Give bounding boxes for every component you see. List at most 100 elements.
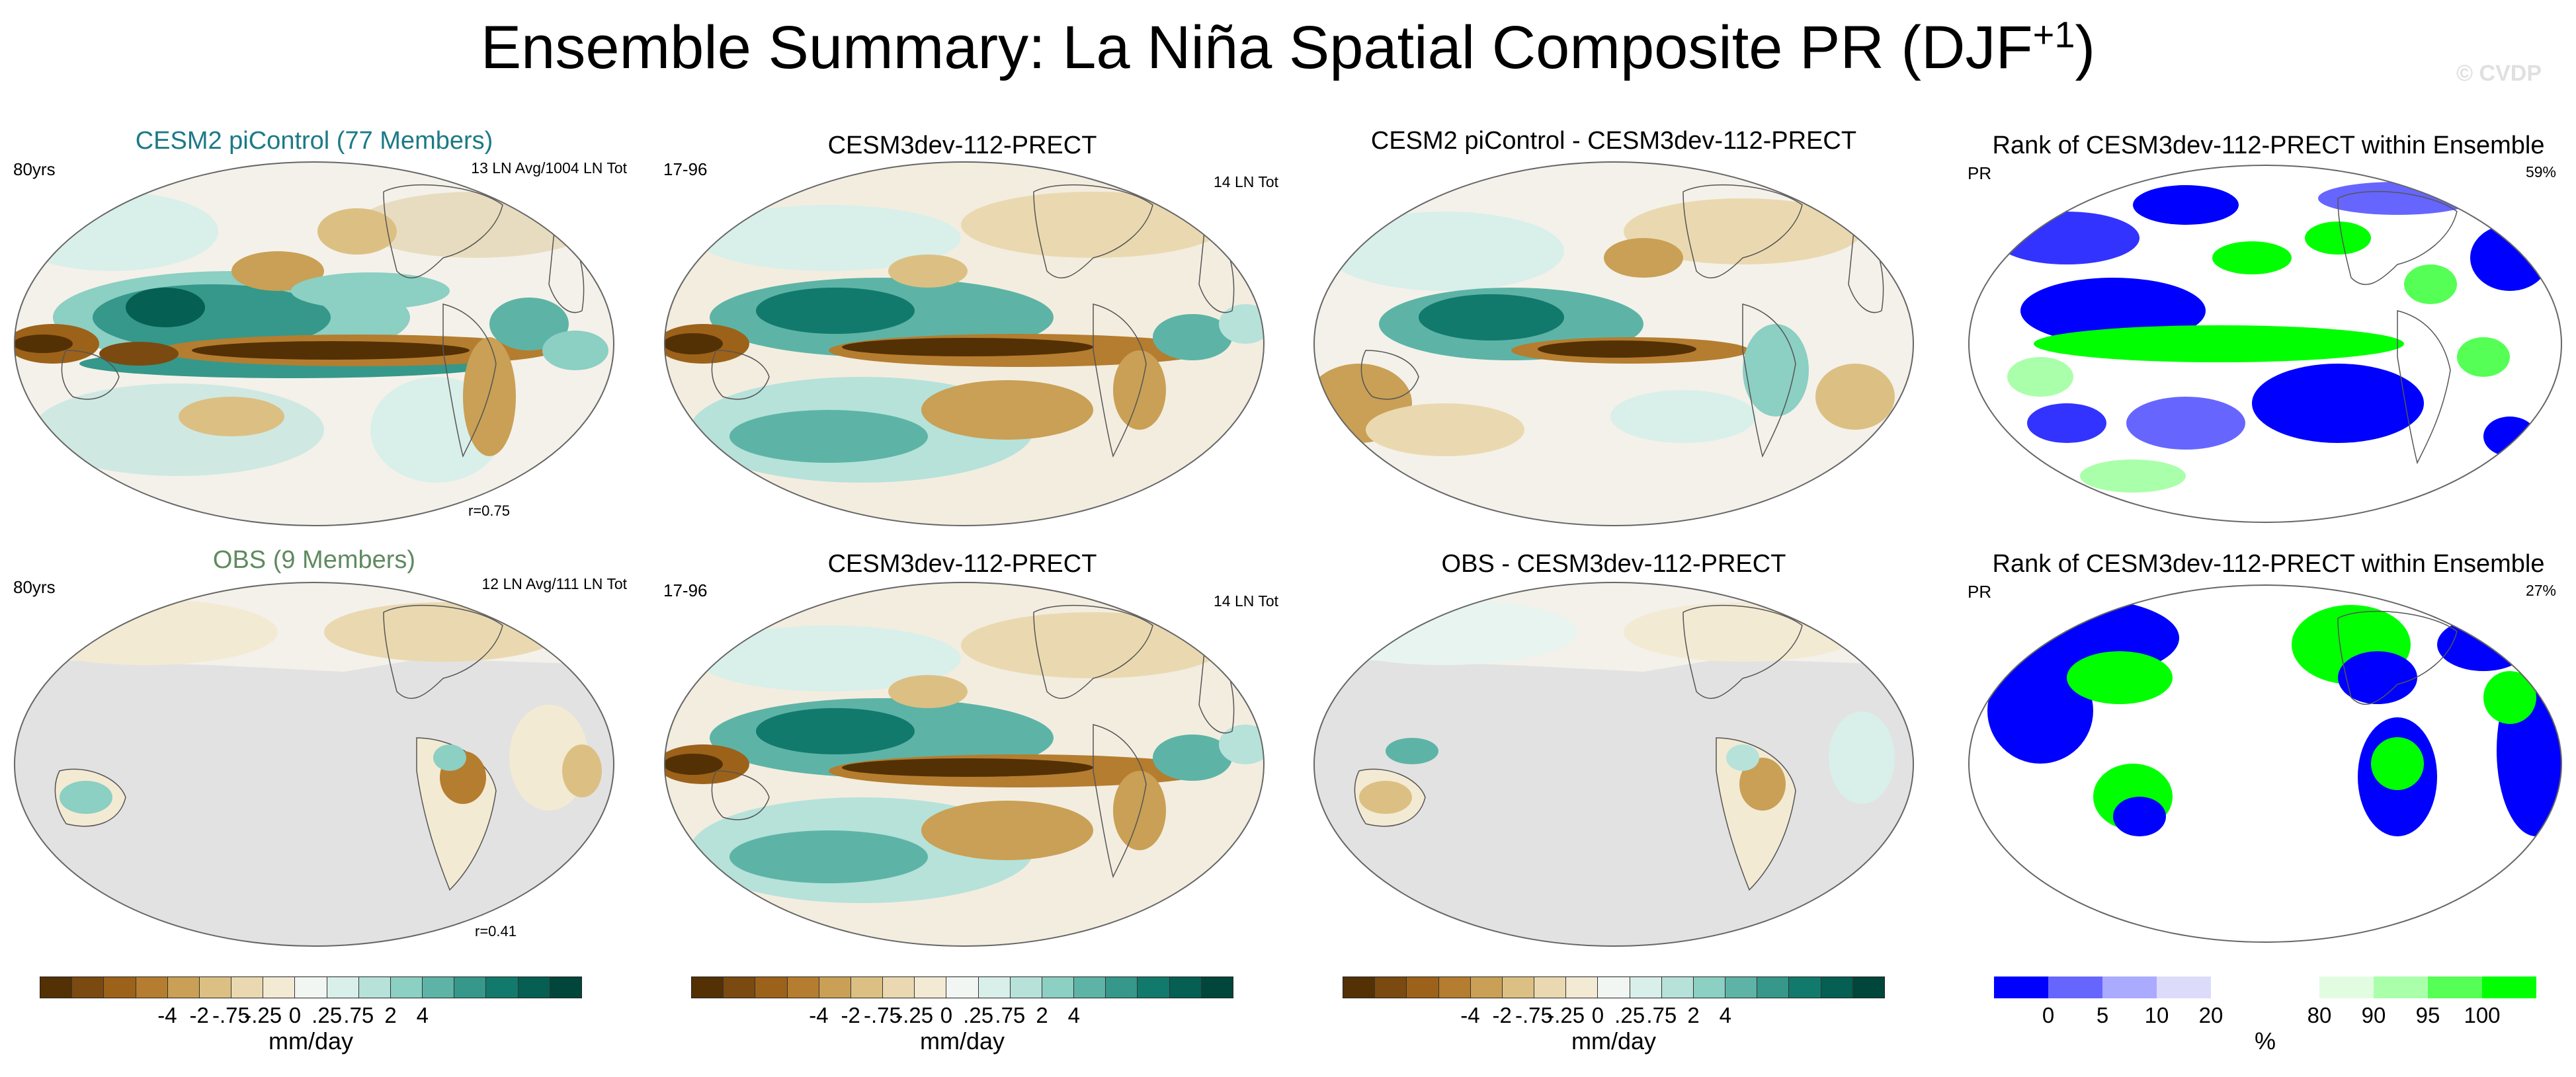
colorbar-swatch <box>1073 977 1106 998</box>
colorbar-swatch <box>1137 977 1169 998</box>
colorbar-swatch <box>2428 977 2482 998</box>
colorbar-swatch <box>2157 977 2211 998</box>
colorbar-swatch <box>1629 977 1661 998</box>
colorbar-1-label: mm/day <box>268 1027 354 1055</box>
colorbar-swatch <box>755 977 787 998</box>
colorbar-1-ticks: -4 -2 -.75 -.25 0 .25.75 2 4 <box>40 1003 582 1029</box>
colorbar-2-strip <box>691 977 1233 998</box>
panel2-count: 14 LN Tot <box>1213 173 1278 190</box>
colorbar-swatch <box>40 977 72 998</box>
map-panel6 <box>664 582 1265 947</box>
colorbar-3-ticks: -4 -2 -.75 -.25 0 .25.75 2 4 <box>1343 1003 1885 1029</box>
colorbar-tick-label: 0 <box>2042 1003 2055 1027</box>
colorbar-swatch <box>850 977 883 998</box>
panel4-variable: PR <box>1968 163 1992 183</box>
panel1-years: 80yrs <box>13 159 56 179</box>
colorbar-tick-label: 80 <box>2307 1003 2332 1027</box>
colorbar-swatch <box>1994 977 2048 998</box>
colorbar-2-label: mm/day <box>919 1027 1005 1055</box>
colorbar-tick-label: 4 <box>1067 1003 1080 1027</box>
watermark: © CVDP <box>2456 61 2542 86</box>
panel1-count: 13 LN Avg/1004 LN Tot <box>471 159 627 177</box>
colorbar-swatch <box>1470 977 1502 998</box>
colorbar-swatch <box>1406 977 1438 998</box>
panel8-title: Rank of CESM3dev-112-PRECT within Ensemb… <box>1992 550 2545 578</box>
colorbar-swatch <box>2374 977 2428 998</box>
colorbar-swatch <box>723 977 755 998</box>
colorbar-swatch <box>485 977 518 998</box>
colorbar-tick-label: .25 <box>963 1003 994 1027</box>
colorbar-swatch <box>1501 977 1534 998</box>
colorbar-3-strip <box>1343 977 1885 998</box>
colorbar-swatch <box>1852 977 1884 998</box>
colorbar-swatch <box>1105 977 1138 998</box>
colorbar-tick-label: 4 <box>1719 1003 1731 1027</box>
colorbar-tick-label: .25 <box>1614 1003 1645 1027</box>
colorbar-tick-label: -4 <box>157 1003 177 1027</box>
colorbar-1-strip <box>40 977 582 998</box>
colorbar-tick-label: -.25 <box>244 1003 282 1027</box>
colorbar-tick-label: 100 <box>2464 1003 2501 1027</box>
panel6-title: CESM3dev-112-PRECT <box>827 550 1097 578</box>
colorbar-4: 0 5 10 20 80 90 95 100 % <box>1994 977 2536 1069</box>
colorbar-tick-label: -.25 <box>895 1003 934 1027</box>
colorbar-swatch <box>2482 977 2536 998</box>
map-panel1 <box>14 161 614 526</box>
colorbar-tick-label: -.25 <box>1547 1003 1585 1027</box>
colorbar-swatch <box>231 977 263 998</box>
colorbar-tick-label: -2 <box>1492 1003 1512 1027</box>
colorbar-swatch <box>1757 977 1789 998</box>
colorbar-swatch <box>549 977 581 998</box>
colorbar-tick-label: 5 <box>2096 1003 2109 1027</box>
colorbar-swatch <box>1661 977 1693 998</box>
colorbar-swatch <box>1438 977 1470 998</box>
colorbar-swatch <box>1692 977 1725 998</box>
colorbar-4-ticks: 0 5 10 20 80 90 95 100 <box>1994 1003 2536 1029</box>
panel2-years: 17-96 <box>663 159 708 179</box>
colorbar-swatch <box>818 977 851 998</box>
colorbar-2-ticks: -4 -2 -.75 -.25 0 .25.75 2 4 <box>691 1003 1233 1029</box>
colorbar-swatch <box>294 977 327 998</box>
colorbar-tick-label: 2 <box>1036 1003 1048 1027</box>
panel8-variable: PR <box>1968 582 1992 602</box>
colorbar-tick-label: 10 <box>2144 1003 2169 1027</box>
colorbar-swatch <box>692 977 724 998</box>
panel6-count: 14 LN Tot <box>1213 592 1278 610</box>
panel4-percent: 59% <box>2525 163 2556 180</box>
map-panel3 <box>1313 161 1914 526</box>
colorbar-tick-label: -.75 <box>1515 1003 1553 1027</box>
colorbar-tick-label: -.75 <box>863 1003 901 1027</box>
colorbar-swatch <box>390 977 423 998</box>
colorbar-swatch <box>1343 977 1375 998</box>
colorbar-3: -4 -2 -.75 -.25 0 .25.75 2 4 mm/day <box>1343 977 1885 1069</box>
panel2-title: CESM3dev-112-PRECT <box>827 132 1097 159</box>
colorbar-tick-label: .75 <box>343 1003 374 1027</box>
colorbar-tick-label: 0 <box>288 1003 302 1027</box>
colorbar-swatch <box>882 977 915 998</box>
colorbar-swatch <box>358 977 390 998</box>
colorbar-swatch <box>1788 977 1821 998</box>
colorbar-tick-label: 0 <box>1591 1003 1604 1027</box>
colorbar-tick-label: 95 <box>2415 1003 2440 1027</box>
colorbar-4-strip <box>1994 977 2536 998</box>
colorbar-swatch <box>2265 977 2319 998</box>
colorbar-swatch <box>1169 977 1201 998</box>
colorbar-4-label: % <box>2254 1027 2276 1055</box>
panel5-correlation: r=0.41 <box>475 923 517 939</box>
colorbar-tick-label: 20 <box>2198 1003 2223 1027</box>
colorbar-swatch <box>2102 977 2157 998</box>
colorbar-swatch <box>1565 977 1598 998</box>
colorbar-tick-label: 2 <box>384 1003 397 1027</box>
colorbar-swatch <box>2211 977 2265 998</box>
panel7-title: OBS - CESM3dev-112-PRECT <box>1441 550 1786 578</box>
map-panel8 <box>1968 584 2562 943</box>
panel1-correlation: r=0.75 <box>468 502 510 519</box>
colorbar-swatch <box>977 977 1010 998</box>
colorbar-tick-label: -.75 <box>212 1003 250 1027</box>
colorbar-swatch <box>454 977 486 998</box>
panel3-title: CESM2 piControl - CESM3dev-112-PRECT <box>1370 127 1857 155</box>
panel8-percent: 27% <box>2525 582 2556 599</box>
colorbar-swatch <box>198 977 231 998</box>
colorbar-tick-label: .75 <box>1646 1003 1677 1027</box>
panel5-title: OBS (9 Members) <box>212 546 416 574</box>
